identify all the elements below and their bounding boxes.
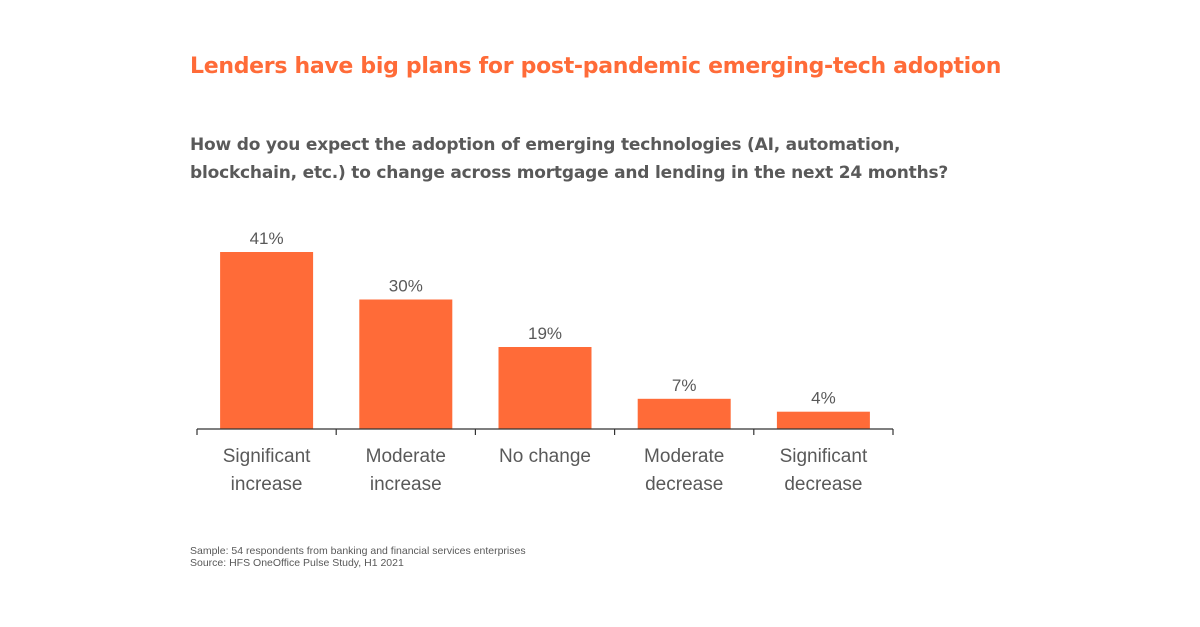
source-note: Source: HFS OneOffice Pulse Study, H1 20…: [190, 557, 404, 569]
bar-1: [359, 299, 453, 429]
category-label-3: Moderate decrease: [644, 446, 724, 495]
bar-value-label-0: 41%: [250, 229, 284, 248]
bar-value-label-2: 19%: [528, 324, 562, 343]
sample-note: Sample: 54 respondents from banking and …: [190, 545, 526, 557]
bar-3: [637, 398, 731, 429]
bar-value-label-1: 30%: [389, 277, 423, 296]
survey-question-line-1: How do you expect the adoption of emergi…: [190, 135, 901, 155]
bar-value-label-4: 4%: [811, 389, 836, 408]
category-label-1: Moderate increase: [366, 446, 446, 495]
chart-title: Lenders have big plans for post-pandemic…: [190, 54, 1002, 79]
bar-0: [220, 252, 314, 429]
category-label-4: Significant decrease: [780, 446, 868, 495]
survey-question-line-2: blockchain, etc.) to change across mortg…: [190, 163, 949, 183]
bar-value-label-3: 7%: [672, 376, 697, 395]
chart-footer: Sample: 54 respondents from banking and …: [190, 545, 890, 569]
bar-2: [498, 347, 592, 429]
bar-4: [776, 411, 870, 429]
survey-question: How do you expect the adoption of emergi…: [190, 131, 1070, 187]
category-label-2: No change: [499, 446, 591, 467]
category-label-0: Significant increase: [223, 446, 311, 495]
